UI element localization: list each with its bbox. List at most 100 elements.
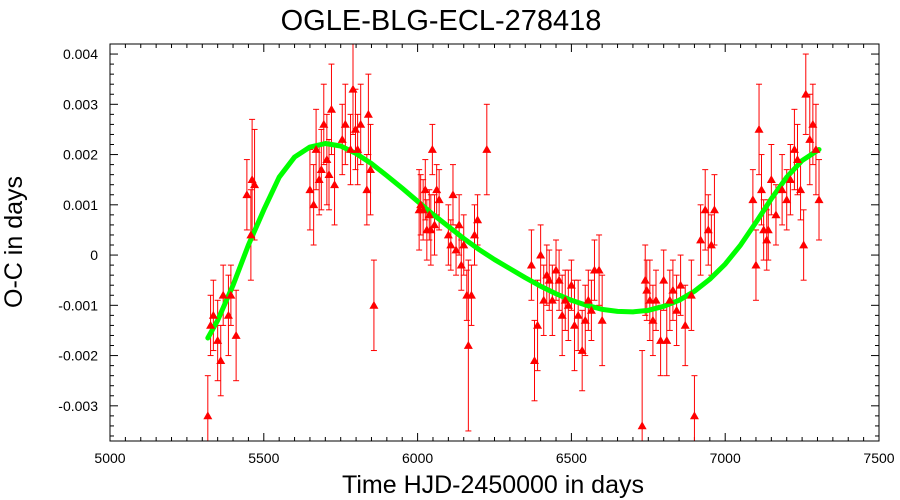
data-point [350,124,360,133]
data-point [656,335,666,344]
data-point [319,119,329,128]
data-point [782,195,792,204]
data-point [448,190,458,199]
error-bars [204,43,823,441]
data-point [536,250,546,259]
x-tick-label: 7000 [710,450,741,466]
data-point [446,240,456,249]
data-point [434,195,444,204]
data-point [223,310,233,319]
x-tick-label: 6000 [402,450,433,466]
data-point [665,295,675,304]
data-point [569,320,579,329]
data-point [771,210,781,219]
data-point [637,421,647,430]
data-point [805,134,815,143]
data-point [242,190,252,199]
data-point [309,200,319,209]
data-point [324,170,334,179]
data-point [563,300,573,309]
data-point [218,290,228,299]
data-point [814,195,824,204]
x-tick-label: 5000 [94,450,125,466]
data-point [346,145,356,153]
data-point [363,109,373,118]
data-points [203,84,824,430]
data-point [305,185,315,194]
data-point [463,341,473,349]
fit-curve-layer [205,141,822,341]
data-point [703,225,713,234]
y-tick-label: 0.001 [63,197,98,213]
y-tick-label: -0.002 [58,348,98,364]
data-point [482,145,492,153]
data-point [580,315,590,324]
fit-curve [205,141,822,341]
data-point [362,185,372,194]
y-tick-label: -0.001 [58,297,98,313]
data-point [651,295,661,304]
tick-labels: 5000 5500 6000 6500 7000 7500 -0.003 -0.002 -0.0… [58,46,894,466]
data-point [330,180,340,189]
data-point [340,119,350,128]
data-point [672,305,682,314]
data-point [811,145,821,153]
data-point [785,175,795,184]
x-axis-label: Time HJD-2450000 in days [342,471,644,499]
data-point [348,84,358,93]
data-point [427,145,437,153]
y-axis-label: O-C in days [0,176,28,308]
data-point [662,335,672,344]
data-point [799,240,809,249]
data-point [432,185,442,194]
data-point [594,265,604,274]
data-point [526,260,536,269]
data-point [466,290,476,299]
data-point [544,275,554,284]
data-point [640,275,650,284]
data-point [792,155,802,163]
data-point [659,275,669,284]
data-point [748,195,758,204]
data-point [700,205,710,214]
y-tick-label: 0.002 [63,147,98,163]
data-point [322,155,332,163]
plot-frame [109,43,880,442]
chart-title: OGLE-BLG-ECL-278418 [281,5,602,37]
data-point [751,260,761,269]
data-point [554,275,564,284]
data-point [430,220,440,229]
data-point [801,89,811,98]
data-point [369,300,379,309]
data-point [316,165,326,174]
data-point [645,295,655,304]
data-point [577,346,587,354]
data-point [551,265,561,274]
data-point [216,356,226,364]
y-tick-label: 0 [90,247,98,263]
data-point [231,330,241,339]
data-point [246,230,256,239]
data-point [459,240,469,249]
data-point [226,290,236,299]
data-point [796,185,806,194]
data-point [356,119,366,128]
data-point [696,235,706,244]
data-point [566,280,576,289]
data-point [642,285,652,294]
data-point [547,295,557,304]
data-point [676,280,686,289]
data-point [777,185,787,194]
data-point [754,124,764,133]
data-point [539,295,549,304]
data-point [443,230,453,239]
x-tick-label: 6500 [556,450,587,466]
x-tick-label: 5500 [248,450,279,466]
x-tick-label: 7500 [863,450,894,466]
data-point [473,215,483,224]
y-tick-label: -0.003 [58,398,98,414]
data-point [213,335,223,344]
data-point [203,411,213,420]
data-point [326,104,336,113]
data-point [337,134,347,143]
